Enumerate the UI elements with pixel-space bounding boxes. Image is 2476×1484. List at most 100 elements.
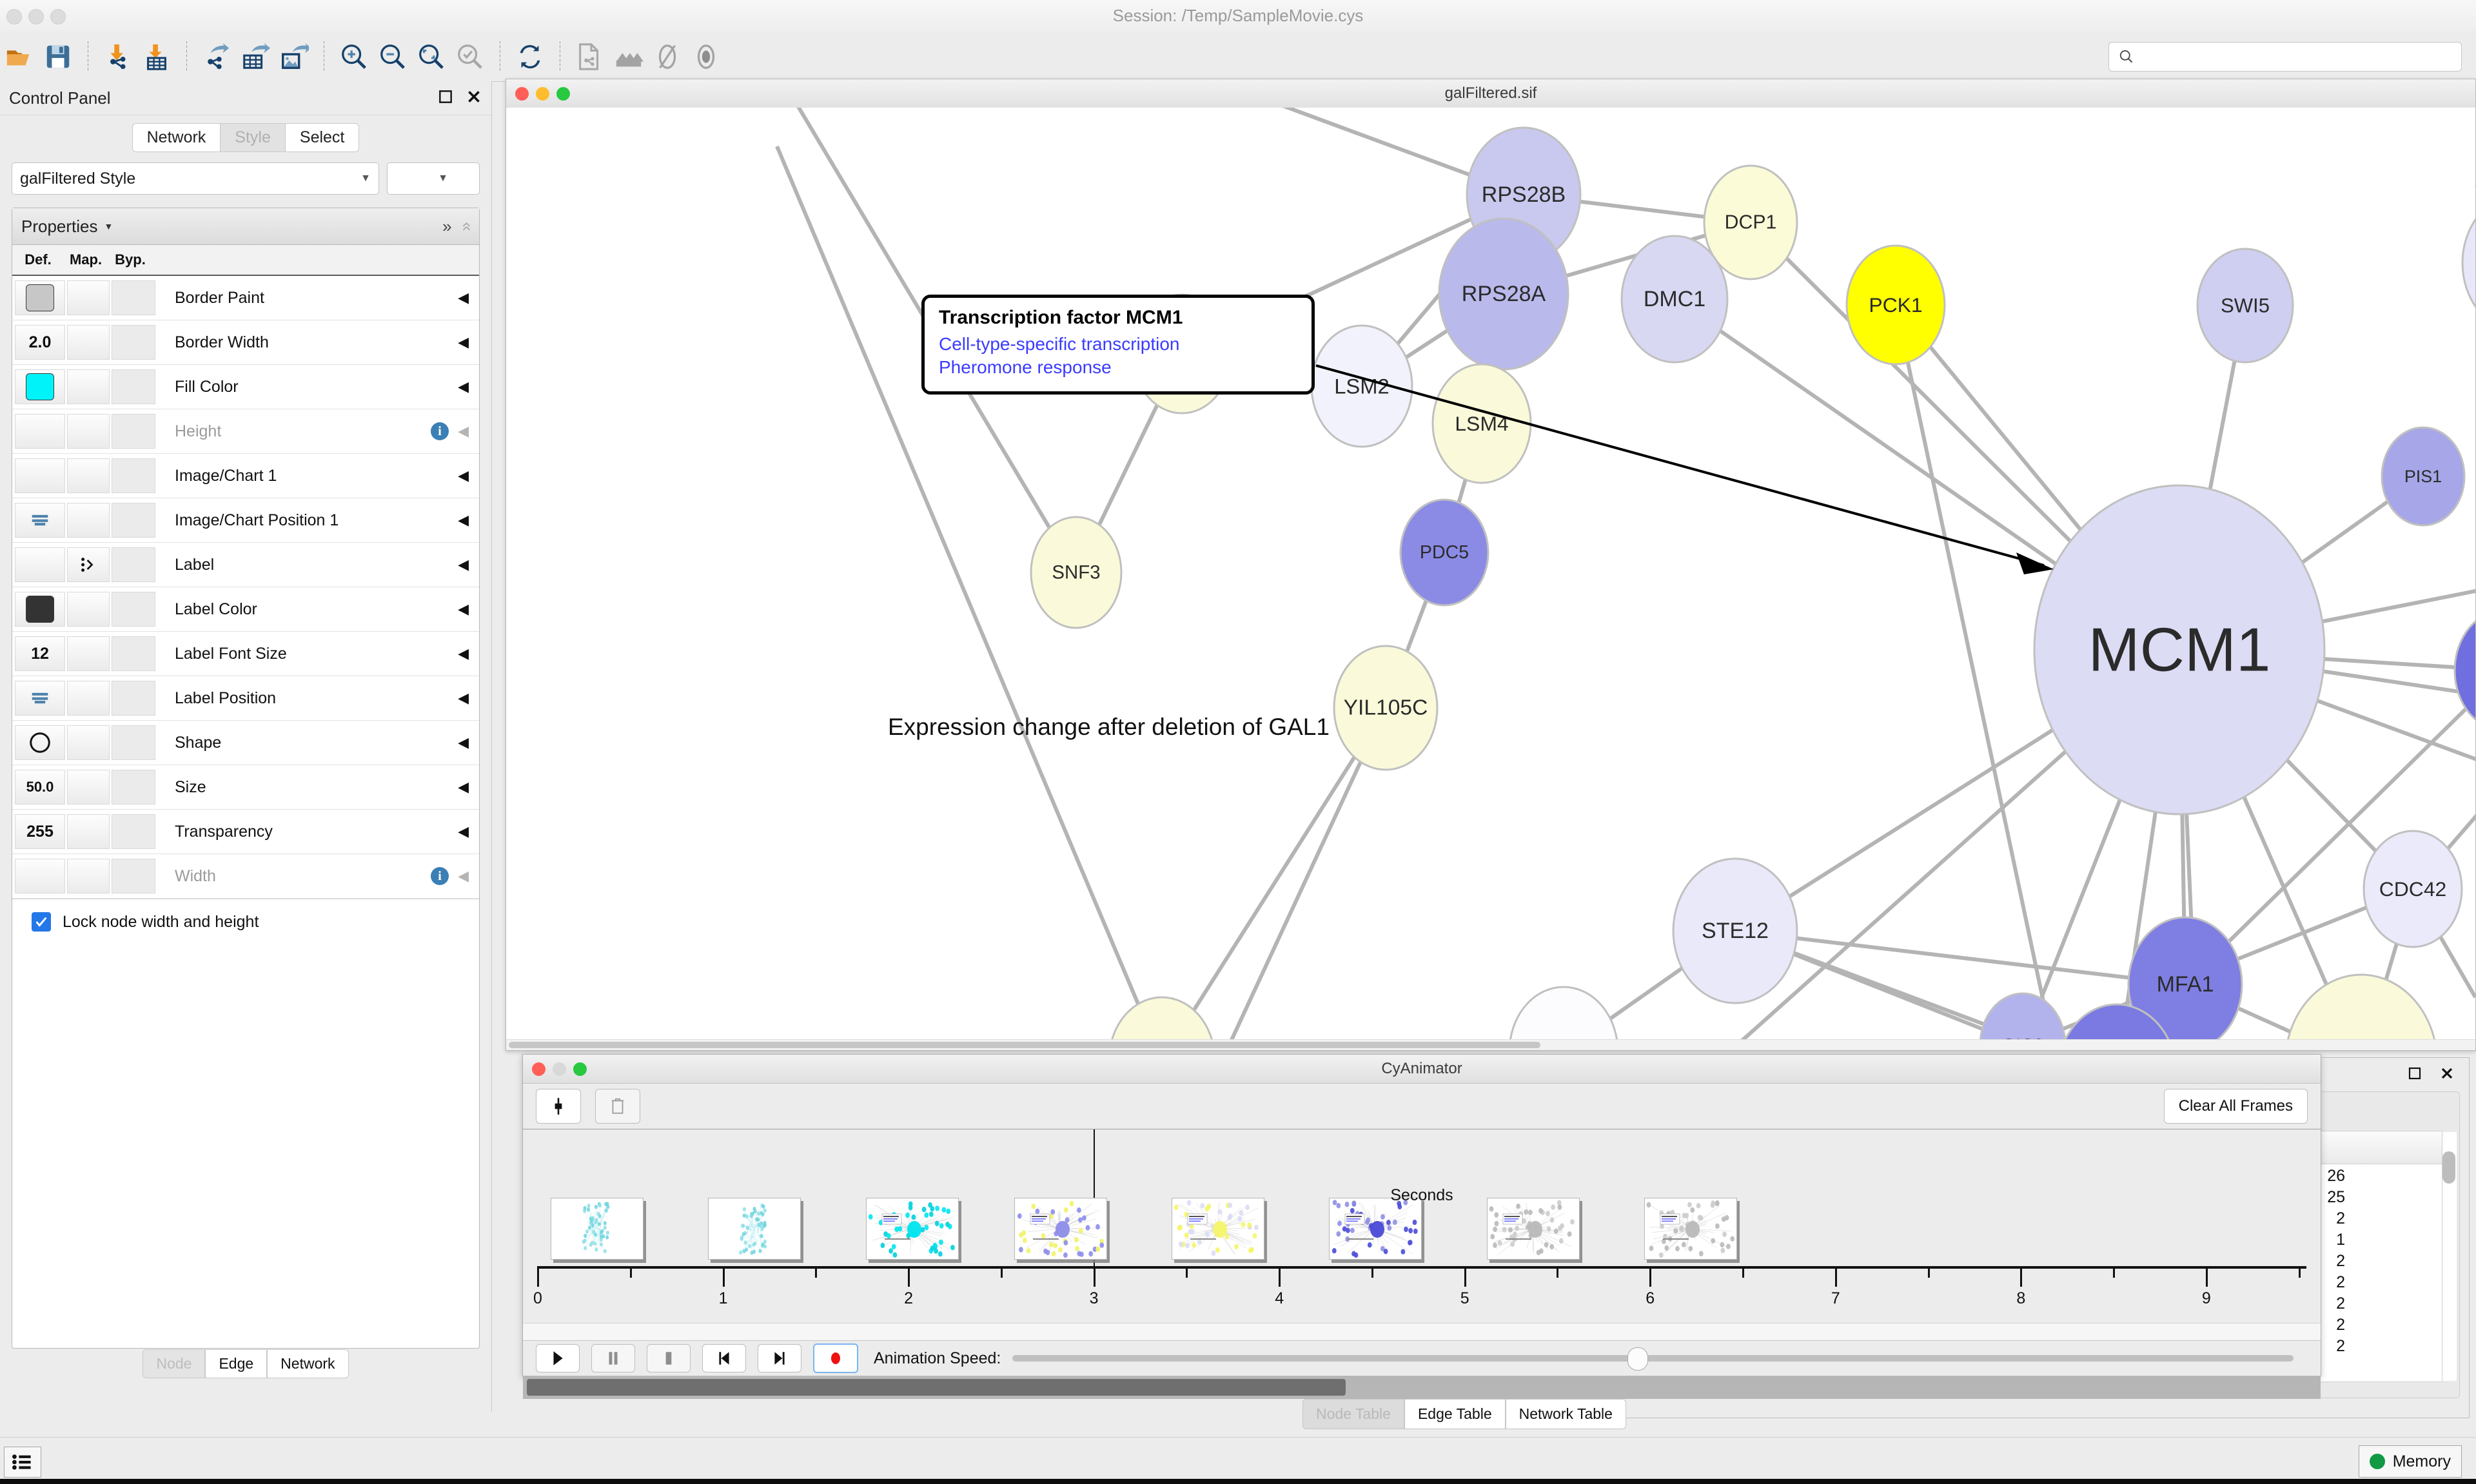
property-row[interactable]: Shape ◀ [12, 721, 479, 765]
property-bypass-cell[interactable] [112, 503, 155, 538]
property-expand-icon[interactable]: ◀ [458, 779, 469, 795]
property-bypass-cell[interactable] [112, 636, 155, 671]
property-default-cell[interactable] [15, 547, 65, 582]
graph-edge[interactable] [2411, 544, 2475, 890]
property-expand-icon[interactable]: ◀ [458, 556, 469, 572]
property-default-cell[interactable]: 255 [15, 814, 65, 849]
property-bypass-cell[interactable] [112, 414, 155, 449]
record-button[interactable] [813, 1343, 858, 1373]
zoom-out-icon[interactable] [373, 37, 412, 76]
graph-node-shape[interactable] [1672, 857, 1798, 1004]
stop-button[interactable] [647, 1344, 691, 1372]
graph-node[interactable]: STE12 [1672, 857, 1798, 1004]
close-icon[interactable] [2439, 1066, 2455, 1084]
network-window-traffic-lights[interactable] [515, 87, 570, 101]
graph-node-shape[interactable] [1030, 516, 1123, 629]
graph-node-shape[interactable] [2381, 426, 2466, 527]
graph-edge[interactable] [1734, 929, 2117, 1050]
property-row[interactable]: Label Color ◀ [12, 587, 479, 632]
property-mapping-cell[interactable] [67, 325, 110, 360]
property-expand-icon[interactable]: ◀ [458, 378, 469, 395]
table-row[interactable]: 2 [1546, 1209, 2442, 1231]
table-row[interactable]: 26 [1546, 1167, 2442, 1188]
graph-node-shape[interactable] [1703, 164, 1798, 280]
tab-edge-table[interactable]: Edge Table [1404, 1399, 1506, 1429]
graph-edge[interactable] [1215, 707, 1388, 1050]
property-mapping-cell[interactable] [67, 725, 110, 760]
property-expand-icon[interactable]: ◀ [458, 734, 469, 750]
graph-node-shape[interactable] [1399, 498, 1489, 607]
graph-node[interactable]: YIL105C [1333, 645, 1439, 771]
graph-edge[interactable] [1183, 108, 1525, 197]
animation-speed-slider[interactable] [1012, 1347, 2294, 1371]
graph-node[interactable]: SWI5 [2196, 248, 2294, 364]
property-mapping-cell[interactable] [67, 414, 110, 449]
tab-select[interactable]: Select [284, 123, 360, 152]
minimize-window-dot[interactable] [553, 1062, 566, 1076]
property-default-cell[interactable] [15, 369, 65, 404]
property-row[interactable]: 255 Transparency ◀ [12, 810, 479, 854]
property-bypass-cell[interactable] [112, 458, 155, 493]
graph-node[interactable]: STE2 [2058, 1003, 2176, 1050]
graph-node[interactable]: RPS28A [1438, 217, 1569, 371]
add-frame-button[interactable] [536, 1089, 581, 1124]
table-row[interactable]: 1 [1546, 1231, 2442, 1252]
property-bypass-cell[interactable] [112, 859, 155, 893]
info-icon[interactable]: i [431, 422, 449, 440]
property-default-cell[interactable] [15, 280, 65, 315]
graph-node[interactable]: PCK1 [1845, 244, 1946, 366]
property-default-cell[interactable] [15, 681, 65, 716]
property-row[interactable]: Width i ◀ [12, 854, 479, 899]
export-network-icon[interactable] [197, 37, 236, 76]
graph-node-shape[interactable] [2127, 916, 2243, 1050]
color-swatch[interactable] [26, 284, 54, 311]
search-input[interactable] [2108, 41, 2462, 72]
bottom-tab-network[interactable]: Network [267, 1349, 349, 1378]
lock-node-size-checkbox[interactable] [32, 912, 51, 932]
close-window-dot[interactable] [6, 9, 22, 24]
property-expand-icon[interactable]: ◀ [458, 467, 469, 483]
property-mapping-cell[interactable] [67, 859, 110, 893]
fit-network-icon[interactable] [412, 37, 451, 76]
property-bypass-cell[interactable] [112, 369, 155, 404]
property-default-cell[interactable] [15, 503, 65, 538]
graph-node[interactable]: DCP1 [1703, 164, 1798, 280]
maximize-icon[interactable] [2407, 1066, 2422, 1084]
close-window-dot[interactable] [532, 1062, 545, 1076]
property-default-cell[interactable] [15, 725, 65, 760]
color-swatch[interactable] [26, 596, 54, 623]
fit-selected-icon[interactable] [451, 37, 489, 76]
timeline-frame[interactable] [1172, 1198, 1264, 1260]
double-chevron-up-icon[interactable]: » [455, 221, 475, 231]
property-mapping-cell[interactable] [67, 458, 110, 493]
group-nodes-icon[interactable] [609, 37, 648, 76]
graph-node[interactable]: MCM1 [2033, 484, 2326, 815]
play-button[interactable] [536, 1344, 580, 1372]
network-graph[interactable]: RPS28BDCP1RPS28ADMC1PCK1SWI5GAL80GAL11ST… [506, 108, 2475, 1050]
close-window-dot[interactable] [515, 87, 529, 101]
window-traffic-lights[interactable] [6, 9, 66, 24]
graph-node[interactable]: PDC5 [1399, 498, 1489, 607]
pause-button[interactable] [591, 1344, 635, 1372]
timeline-frame[interactable] [1644, 1198, 1738, 1260]
property-mapping-cell[interactable] [67, 280, 110, 315]
graph-node[interactable]: CDC42 [2363, 830, 2463, 948]
property-default-cell[interactable] [15, 414, 65, 449]
property-default-cell[interactable]: 12 [15, 636, 65, 671]
minimize-window-dot[interactable] [536, 87, 549, 101]
property-row[interactable]: Label Position ◀ [12, 676, 479, 721]
network-horizontal-scrollbar[interactable] [506, 1039, 2475, 1050]
graph-edge[interactable] [1894, 304, 2056, 1050]
property-expand-icon[interactable]: ◀ [458, 423, 469, 439]
graph-edge[interactable] [2183, 670, 2475, 986]
import-table-icon[interactable] [137, 37, 176, 76]
memory-button[interactable]: Memory [2358, 1445, 2462, 1478]
property-bypass-cell[interactable] [112, 547, 155, 582]
import-network-icon[interactable] [99, 37, 137, 76]
style-selector[interactable]: galFiltered Style ▼ [12, 162, 379, 195]
graph-node-shape[interactable] [1508, 986, 1619, 1050]
step-back-button[interactable] [702, 1344, 746, 1372]
graph-node-shape[interactable] [2196, 248, 2294, 364]
property-bypass-cell[interactable] [112, 325, 155, 360]
maximize-icon[interactable] [437, 88, 454, 108]
